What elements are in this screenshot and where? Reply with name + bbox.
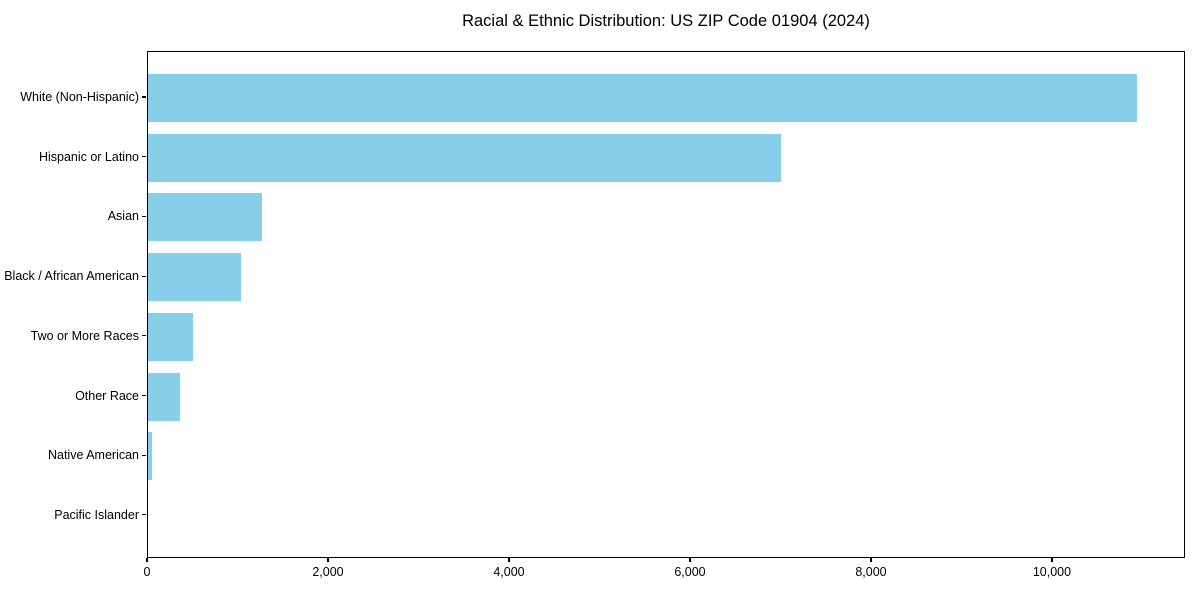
y-axis-label: Hispanic or Latino: [38, 149, 139, 164]
x-tick-label: 10,000: [1032, 565, 1072, 579]
y-tick-mark: [142, 215, 146, 217]
bar: [148, 193, 262, 242]
y-axis-label: Native American: [47, 448, 139, 463]
x-tick-label: 0: [143, 565, 151, 579]
bar: [148, 372, 181, 421]
y-axis-label: Other Race: [75, 388, 139, 403]
y-tick-mark: [142, 454, 146, 456]
y-tick-mark: [142, 514, 146, 516]
x-tick-label: 2,000: [312, 565, 344, 579]
y-tick-mark: [142, 394, 146, 397]
x-tick-label: 6,000: [674, 565, 706, 579]
y-axis-label: Black / African American: [4, 269, 139, 284]
x-tick-label: 8,000: [855, 565, 887, 579]
y-axis-label: Two or More Races: [30, 328, 139, 343]
chart-title: Racial & Ethnic Distribution: US ZIP Cod…: [462, 12, 870, 30]
y-tick-mark: [142, 275, 146, 277]
x-tick-mark: [870, 558, 872, 562]
x-tick-mark: [508, 558, 510, 562]
x-tick-mark: [327, 558, 329, 562]
bar: [148, 133, 782, 182]
x-tick-mark: [1051, 558, 1053, 562]
x-tick-label: 4,000: [493, 565, 525, 579]
x-tick-mark: [689, 558, 691, 562]
y-tick-mark: [142, 335, 146, 337]
x-tick-mark: [146, 558, 148, 562]
y-axis-label: Asian: [107, 209, 139, 224]
bar: [148, 74, 1137, 122]
bar: [148, 432, 152, 481]
bar: [148, 253, 241, 302]
y-axis-label: Pacific Islander: [54, 507, 139, 522]
y-axis-label: White (Non-Hispanic): [20, 90, 139, 104]
y-tick-mark: [142, 156, 146, 158]
plot-area: [147, 51, 1185, 558]
y-tick-mark: [142, 96, 146, 98]
bar: [148, 312, 194, 361]
